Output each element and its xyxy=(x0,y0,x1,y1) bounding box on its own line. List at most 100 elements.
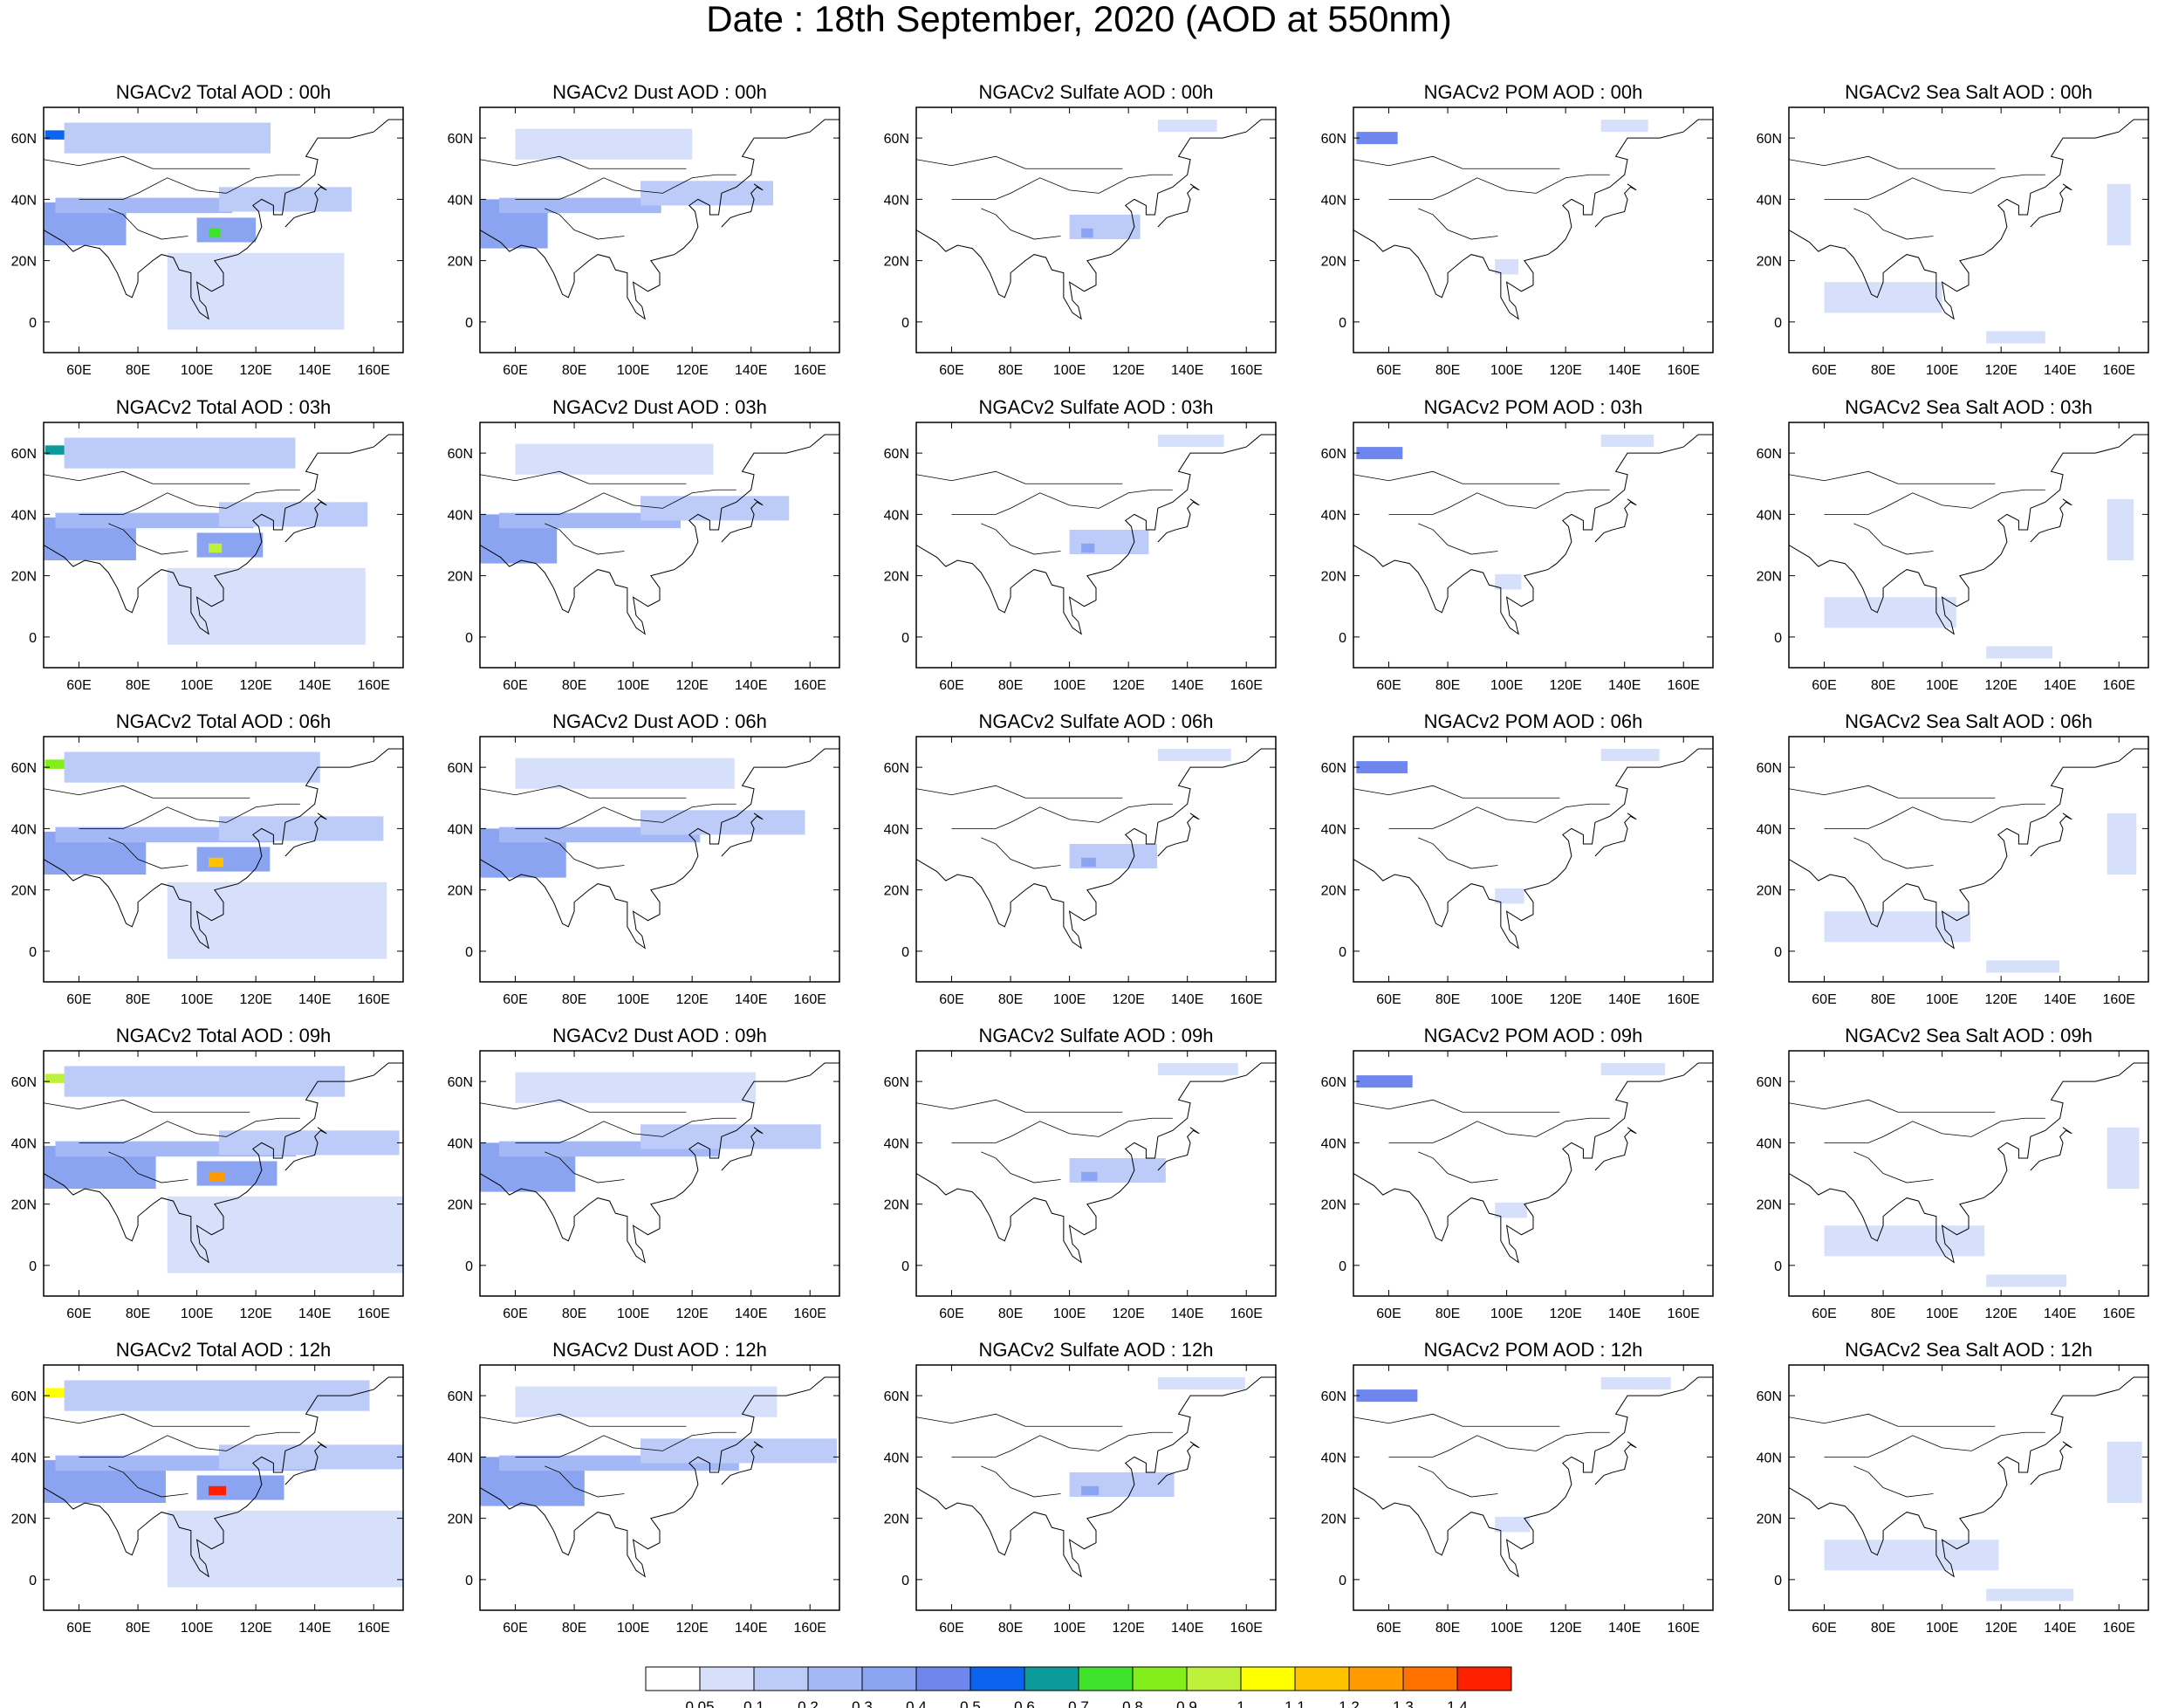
aod-cell xyxy=(45,445,69,455)
country-border xyxy=(1353,1099,1560,1113)
aod-cell xyxy=(209,857,223,868)
lon-tick-label: 120E xyxy=(675,1307,708,1321)
coastline xyxy=(1789,119,2148,320)
colorbar-label: 0.5 xyxy=(960,1698,981,1708)
aod-cell xyxy=(218,187,352,212)
coastline xyxy=(480,1062,839,1264)
coastline xyxy=(1594,813,1637,857)
aod-cell xyxy=(1824,1540,1999,1571)
lon-tick-label: 160E xyxy=(2103,1621,2135,1636)
lat-tick-label: 40N xyxy=(884,822,909,837)
country-border xyxy=(1388,174,1610,200)
lon-tick-label: 80E xyxy=(1871,363,1895,378)
lat-tick-label: 60N xyxy=(11,447,37,462)
coastline xyxy=(916,748,1276,950)
country-border xyxy=(108,208,188,240)
lon-tick-label: 60E xyxy=(66,992,91,1007)
map-panel-seasalt-12h: NGACv2 Sea Salt AOD : 12h 60E 80E 100E 120E 1… xyxy=(1757,1339,2149,1636)
lon-tick-label: 80E xyxy=(126,992,150,1007)
coastline xyxy=(480,1376,839,1578)
country-border xyxy=(480,1099,687,1113)
aod-cell xyxy=(498,197,661,214)
coastline xyxy=(2030,183,2072,228)
lon-tick-label: 160E xyxy=(794,363,826,378)
map-panel-pom-03h: NGACv2 POM AOD : 03h 60E 80E 100E 120E 140E 16… xyxy=(1321,396,1714,693)
colorbar-swatch xyxy=(1348,1666,1404,1691)
colorbar-swatch xyxy=(861,1666,917,1691)
lon-tick-label: 140E xyxy=(298,678,331,693)
lon-tick-label: 140E xyxy=(298,992,331,1007)
lat-tick-label: 40N xyxy=(884,1451,909,1465)
colorbar-label: 1.2 xyxy=(1339,1698,1360,1708)
lon-tick-label: 160E xyxy=(1230,1307,1263,1321)
aod-cell xyxy=(2107,1127,2140,1190)
panel-title: NGACv2 Total AOD : 00h xyxy=(116,81,332,103)
country-border xyxy=(108,1151,188,1183)
lon-tick-label: 60E xyxy=(939,363,963,378)
coastline xyxy=(721,813,764,857)
map-panel-total-09h: NGACv2 Total AOD : 09h 60E 80E 100E 120E 140E… xyxy=(11,1025,404,1321)
country-border xyxy=(1789,1099,1996,1113)
coastline xyxy=(721,1127,764,1171)
lon-tick-label: 120E xyxy=(1112,992,1144,1007)
coastline xyxy=(2030,813,2072,857)
coastline xyxy=(480,748,839,950)
lon-tick-label: 60E xyxy=(503,1621,527,1636)
aod-cell xyxy=(1600,1377,1671,1390)
lat-tick-label: 0 xyxy=(29,945,37,960)
colorbar-swatch xyxy=(1186,1666,1242,1691)
lon-tick-label: 80E xyxy=(998,678,1023,693)
lat-tick-label: 0 xyxy=(901,316,909,331)
country-border xyxy=(545,1465,625,1498)
colorbar-label: 0.3 xyxy=(852,1698,873,1708)
aod-field xyxy=(1356,120,1648,275)
lon-tick-label: 120E xyxy=(239,992,271,1007)
lon-tick-label: 60E xyxy=(1812,1307,1836,1321)
lat-tick-label: 20N xyxy=(884,1198,909,1213)
aod-cell xyxy=(209,228,221,238)
aod-cell xyxy=(1157,1377,1245,1390)
coastline xyxy=(1789,1062,2148,1264)
panel-title: NGACv2 Sea Salt AOD : 06h xyxy=(1845,710,2093,732)
country-border xyxy=(951,1431,1173,1458)
map-frame xyxy=(915,1364,1277,1611)
lon-tick-label: 140E xyxy=(735,992,767,1007)
aod-field xyxy=(480,443,790,564)
lon-tick-label: 60E xyxy=(1812,678,1836,693)
lat-tick-label: 60N xyxy=(11,1389,37,1404)
lon-tick-label: 120E xyxy=(1984,1621,2017,1636)
aod-cell xyxy=(64,1066,346,1097)
aod-cell xyxy=(1824,597,1956,628)
country-border xyxy=(79,174,300,200)
coastline xyxy=(44,434,403,635)
lon-tick-label: 120E xyxy=(1549,1621,1581,1636)
aod-field xyxy=(44,751,387,959)
aod-field xyxy=(1356,749,1660,904)
aod-cell xyxy=(1081,1171,1098,1182)
lon-tick-label: 120E xyxy=(239,678,271,693)
aod-cell xyxy=(515,443,714,475)
country-border xyxy=(1388,1117,1610,1143)
panel-title: NGACv2 POM AOD : 09h xyxy=(1424,1025,1643,1046)
aod-cell xyxy=(1600,749,1660,762)
lon-tick-label: 100E xyxy=(1926,1621,1958,1636)
lat-tick-label: 40N xyxy=(11,1451,37,1465)
aod-field xyxy=(1069,1063,1238,1183)
lat-tick-label: 40N xyxy=(1321,1136,1346,1151)
lat-tick-label: 60N xyxy=(1757,447,1782,462)
country-border xyxy=(1853,523,1934,555)
map-frame xyxy=(915,106,1277,353)
map-frame xyxy=(479,1364,840,1611)
map-panel-seasalt-03h: NGACv2 Sea Salt AOD : 03h 60E 80E 100E 120E 1… xyxy=(1757,396,2149,693)
lon-tick-label: 140E xyxy=(1608,1621,1641,1636)
aod-cell xyxy=(209,1485,227,1496)
lon-tick-label: 100E xyxy=(1053,678,1086,693)
lon-tick-label: 140E xyxy=(1171,1621,1203,1636)
panel-title: NGACv2 Sulfate AOD : 09h xyxy=(978,1025,1213,1046)
map-panel-dust-06h: NGACv2 Dust AOD : 06h 60E 80E 100E 120E 140E 1… xyxy=(448,710,840,1007)
lat-tick-label: 0 xyxy=(1339,945,1346,960)
aod-cell xyxy=(167,1196,403,1273)
country-border xyxy=(480,785,687,799)
lat-tick-label: 0 xyxy=(465,316,473,331)
country-border xyxy=(1853,1465,1934,1498)
